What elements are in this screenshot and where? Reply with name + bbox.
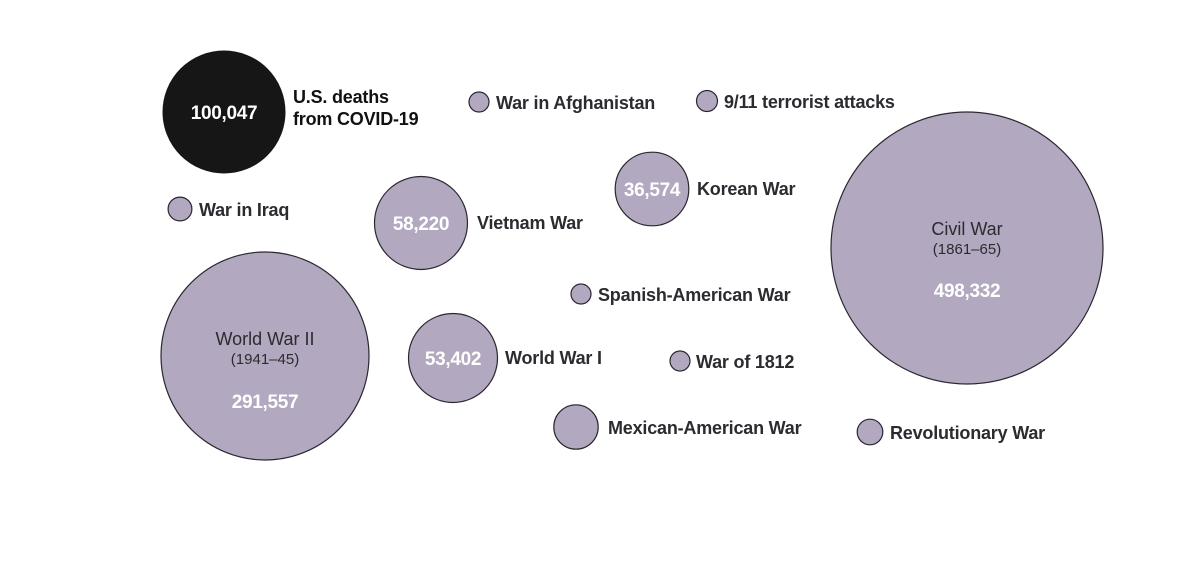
bubble-label-9-11-terrorist-attacks: 9/11 terrorist attacks [724, 92, 895, 112]
bubble-label-revolutionary-war: Revolutionary War [890, 423, 1045, 443]
bubble-label-line: World War I [505, 348, 602, 368]
bubble-group-revolutionary-war: Revolutionary War [856, 418, 1045, 446]
bubble-name-world-war-ii: World War II [215, 329, 314, 349]
bubble-civil-war [830, 111, 1104, 385]
bubble-group-u-s-deaths-from-covid-19: 100,047 U.S. deaths from COVID-19 [162, 50, 419, 174]
bubble-label-line: from COVID-19 [293, 109, 419, 129]
bubble-group-9-11-terrorist-attacks: 9/11 terrorist attacks [695, 89, 895, 113]
bubble-label-war-in-afghanistan: War in Afghanistan [496, 93, 655, 113]
bubble-group-vietnam-war: 58,220 Vietnam War [373, 175, 583, 271]
bubble-label-war-in-iraq: War in Iraq [199, 200, 289, 220]
bubble-label-line: Revolutionary War [890, 423, 1045, 443]
bubble-group-mexican-american-war: Mexican-American War [553, 404, 802, 450]
bubble-value-vietnam-war: 58,220 [393, 214, 449, 235]
bubble-label-line: War of 1812 [696, 352, 794, 372]
bubble-group-war-of-1812: War of 1812 [669, 350, 795, 372]
bubble-world-war-ii [160, 251, 370, 461]
bubble-mexican-american-war [553, 404, 599, 450]
bubble-group-war-in-iraq: War in Iraq [167, 196, 289, 222]
bubble-group-civil-war: Civil War (1861–65) 498,332 [830, 111, 1104, 385]
bubble-label-war-of-1812: War of 1812 [696, 352, 794, 372]
bubble-label-line: War in Afghanistan [496, 93, 655, 113]
bubble-label-line: Korean War [697, 179, 796, 199]
bubble-korean-war [614, 151, 690, 227]
bubble-label-line: War in Iraq [199, 200, 289, 220]
bubble-group-spanish-american-war: Spanish-American War [570, 283, 791, 305]
bubble-war-in-iraq [167, 196, 193, 222]
bubble-value-world-war-i: 53,402 [425, 349, 481, 370]
bubble-label-u-s-deaths-from-covid-19: U.S. deaths from COVID-19 [293, 87, 419, 129]
bubble-spanish-american-war [570, 283, 592, 305]
bubble-label-mexican-american-war: Mexican-American War [608, 418, 802, 438]
bubble-value-korean-war: 36,574 [624, 180, 681, 201]
bubble-value-civil-war: 498,332 [934, 281, 1001, 302]
bubble-label-spanish-american-war: Spanish-American War [598, 285, 791, 305]
bubble-label-line: 9/11 terrorist attacks [724, 92, 895, 112]
bubble-label-vietnam-war: Vietnam War [477, 213, 583, 233]
bubble-war-in-afghanistan [468, 91, 490, 113]
bubble-9-11-terrorist-attacks [695, 89, 719, 113]
bubble-value-u-s-deaths-from-covid-19: 100,047 [191, 103, 258, 124]
bubble-label-line: Vietnam War [477, 213, 583, 233]
bubble-group-korean-war: 36,574 Korean War [614, 151, 796, 227]
bubble-revolutionary-war [856, 418, 884, 446]
bubble-war-of-1812 [669, 350, 691, 372]
bubble-u-s-deaths-from-covid-19 [162, 50, 286, 174]
bubble-years-civil-war: (1861–65) [933, 241, 1001, 258]
bubble-label-world-war-i: World War I [505, 348, 602, 368]
bubble-value-world-war-ii: 291,557 [232, 392, 299, 413]
bubble-label-line: Spanish-American War [598, 285, 791, 305]
bubble-vietnam-war [373, 175, 469, 271]
bubble-group-world-war-i: 53,402 World War I [407, 312, 602, 404]
bubble-group-world-war-ii: World War II (1941–45) 291,557 [160, 251, 370, 461]
bubble-label-korean-war: Korean War [697, 179, 796, 199]
bubble-label-line: Mexican-American War [608, 418, 802, 438]
bubble-world-war-i [407, 312, 499, 404]
bubble-name-civil-war: Civil War [931, 219, 1002, 239]
bubble-label-line: U.S. deaths [293, 87, 389, 107]
bubble-years-world-war-ii: (1941–45) [231, 351, 299, 368]
bubble-group-war-in-afghanistan: War in Afghanistan [468, 91, 655, 113]
